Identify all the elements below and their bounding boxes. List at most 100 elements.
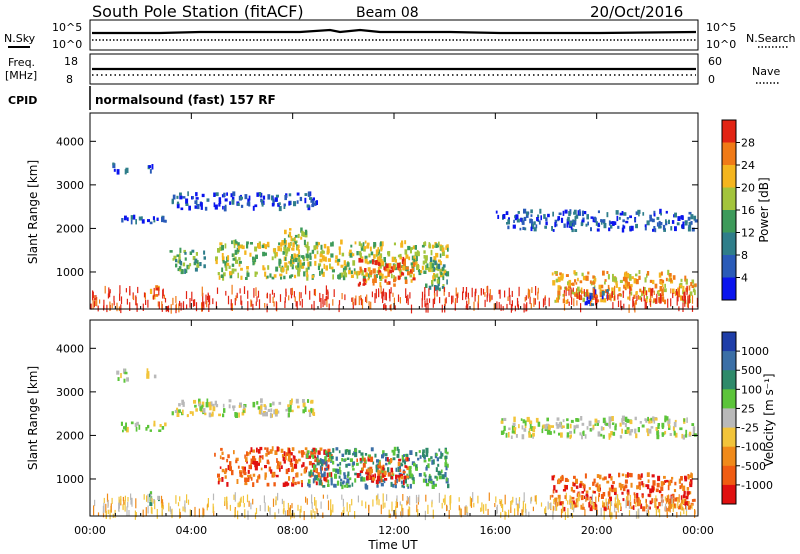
data-cell	[567, 281, 570, 286]
colorbar-tick-label: -25	[741, 422, 759, 435]
data-cell	[576, 493, 579, 497]
data-cell	[247, 198, 250, 203]
data-cell	[207, 294, 209, 303]
data-cell	[598, 495, 600, 502]
data-cell	[587, 300, 590, 304]
data-cell	[351, 482, 354, 487]
data-cell	[128, 510, 130, 517]
data-cell	[678, 478, 681, 484]
data-cell	[425, 494, 427, 502]
data-cell	[252, 205, 255, 211]
data-cell	[579, 280, 583, 284]
data-cell	[546, 417, 549, 422]
data-cell	[540, 215, 542, 221]
data-cell	[374, 453, 377, 458]
data-cell	[644, 418, 647, 421]
data-cell	[124, 501, 126, 512]
data-cell	[184, 257, 187, 261]
data-cell	[498, 302, 500, 309]
data-cell	[571, 501, 573, 510]
data-cell	[297, 458, 301, 462]
data-cell	[234, 256, 237, 261]
data-cell	[215, 403, 219, 408]
data-cell	[246, 266, 249, 270]
data-cell	[429, 477, 432, 481]
data-cell	[651, 418, 653, 424]
data-cell	[366, 244, 370, 249]
data-cell	[639, 499, 641, 506]
data-cell	[295, 398, 299, 404]
data-cell	[294, 296, 296, 302]
data-cell	[633, 278, 637, 284]
data-cell	[185, 198, 189, 204]
data-cell	[554, 271, 558, 275]
data-cell	[163, 294, 165, 299]
data-cell	[195, 252, 198, 256]
data-cell	[207, 292, 209, 297]
data-cell	[364, 258, 368, 264]
data-cell	[507, 296, 509, 301]
data-cell	[265, 452, 268, 457]
data-cell	[530, 226, 533, 232]
data-cell	[455, 287, 457, 297]
data-cell	[435, 467, 438, 472]
data-cell	[301, 464, 303, 468]
data-cell	[361, 500, 363, 507]
data-cell	[693, 498, 696, 502]
data-cell	[224, 262, 227, 268]
data-cell	[294, 274, 297, 279]
data-cell	[399, 271, 402, 276]
data-cell	[337, 468, 340, 475]
data-cell	[400, 511, 402, 516]
data-cell	[578, 289, 581, 293]
data-cell	[310, 510, 312, 516]
data-cell	[447, 246, 449, 252]
data-cell	[629, 291, 631, 301]
data-cell	[342, 481, 345, 485]
data-cell	[624, 286, 627, 291]
data-cell	[510, 435, 513, 439]
data-cell	[402, 494, 404, 501]
data-cell	[668, 482, 670, 485]
data-cell	[534, 298, 536, 305]
data-cell	[423, 472, 426, 477]
data-cell	[246, 241, 249, 245]
data-cell	[267, 194, 271, 200]
data-cell	[548, 297, 550, 307]
data-cell	[412, 277, 416, 281]
data-cell	[366, 294, 368, 304]
data-cell	[222, 260, 225, 264]
data-cell	[249, 450, 252, 455]
data-cell	[380, 248, 383, 252]
data-cell	[562, 210, 565, 216]
data-cell	[260, 467, 263, 471]
nsearch-label: N.Search	[746, 32, 796, 45]
data-cell	[423, 250, 426, 254]
data-cell	[292, 478, 295, 484]
data-cell	[193, 261, 197, 266]
data-cell	[301, 452, 304, 458]
data-cell	[592, 481, 595, 486]
y-tick-label: 3000	[56, 179, 84, 192]
data-cell	[171, 200, 174, 205]
data-cell	[510, 304, 512, 313]
data-cell	[221, 451, 224, 455]
data-cell	[638, 212, 640, 217]
data-cell	[652, 480, 656, 486]
data-cell	[343, 506, 345, 514]
data-cell	[547, 213, 550, 218]
data-cell	[689, 481, 691, 486]
data-cell	[649, 279, 653, 283]
data-cell	[612, 302, 614, 310]
data-cell	[592, 287, 594, 297]
data-cell	[530, 303, 532, 309]
data-cell	[520, 217, 522, 222]
data-cell	[599, 288, 602, 294]
data-cell	[518, 499, 520, 509]
data-cell	[296, 244, 299, 248]
data-cell	[383, 470, 387, 475]
data-cell	[574, 272, 578, 276]
data-cell	[524, 227, 527, 231]
y-tick-label: 3000	[56, 386, 84, 399]
